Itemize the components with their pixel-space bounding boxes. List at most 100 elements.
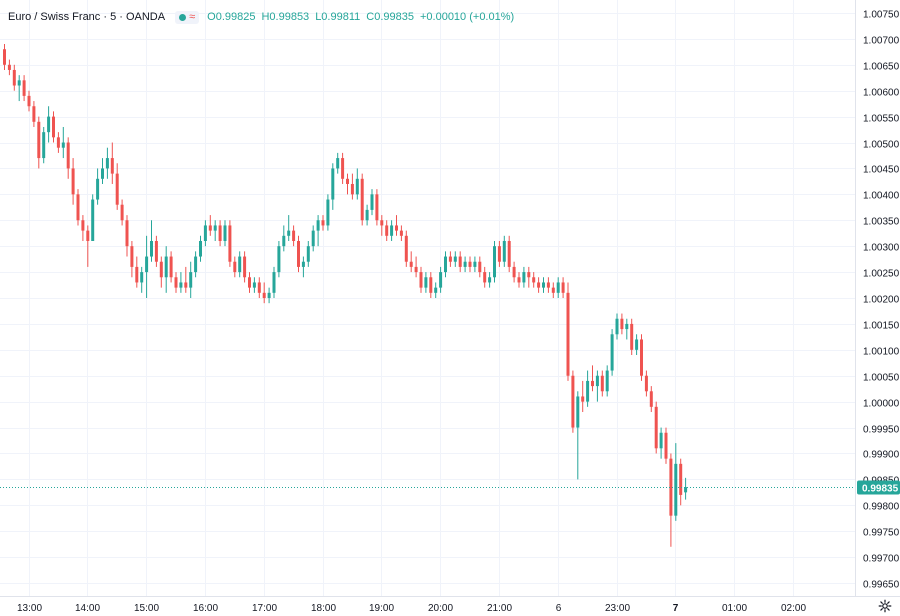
price-tick-label: 1.00750 xyxy=(863,10,900,21)
candle xyxy=(679,458,683,506)
price-tick-label: 1.00550 xyxy=(863,114,900,125)
candle xyxy=(424,272,428,293)
candle-body xyxy=(527,272,531,278)
candle xyxy=(576,391,580,480)
candle xyxy=(463,256,467,273)
candle xyxy=(595,370,599,402)
candle xyxy=(311,225,315,252)
candle xyxy=(37,116,41,169)
candle xyxy=(360,173,364,226)
time-tick-label: 15:00 xyxy=(134,603,159,614)
candle xyxy=(233,256,237,278)
candle-body xyxy=(331,168,335,200)
candle-body xyxy=(86,230,90,241)
candle xyxy=(537,277,541,293)
candle xyxy=(159,256,163,288)
candle xyxy=(189,261,193,298)
candle xyxy=(664,427,668,464)
candle xyxy=(228,220,232,267)
candle-body xyxy=(301,261,305,267)
candle xyxy=(527,266,531,288)
candle-body xyxy=(679,463,683,495)
candle xyxy=(419,266,423,293)
candle-body xyxy=(47,116,51,133)
candle-body xyxy=(512,266,516,278)
candle xyxy=(42,126,46,164)
candle-body xyxy=(306,246,310,262)
candle-body xyxy=(154,240,158,262)
time-axis[interactable]: 13:00 14:00 15:00 16:00 17:00 18:00 19:00 20:00… xyxy=(17,603,806,614)
candle xyxy=(91,194,95,241)
candle-body xyxy=(385,225,389,236)
price-tick-label: 1.00100 xyxy=(863,347,900,358)
candle xyxy=(120,199,124,226)
price-axis[interactable]: 1.00750 1.00700 1.00650 1.00600 1.00550 1.005… xyxy=(863,10,900,591)
candle xyxy=(101,158,104,184)
candle xyxy=(252,277,256,293)
candle-body xyxy=(395,225,398,231)
candle xyxy=(350,173,354,200)
candle-body xyxy=(640,339,643,376)
candle-body xyxy=(32,106,36,122)
candle-body xyxy=(243,256,247,278)
candle-body xyxy=(179,282,183,288)
price-tick-label: 0.99900 xyxy=(863,450,900,461)
candle-body xyxy=(203,225,207,241)
price-tick-label: 1.00650 xyxy=(863,62,900,73)
price-tick-label: 1.00200 xyxy=(863,295,900,306)
candle-body xyxy=(42,132,46,159)
candle xyxy=(620,313,624,335)
price-tick-label: 1.00500 xyxy=(863,140,900,151)
candle xyxy=(81,215,85,241)
candle-body xyxy=(375,194,379,221)
candle xyxy=(630,318,634,356)
candle xyxy=(610,329,614,376)
price-tick-label: 1.00350 xyxy=(863,217,900,228)
candle xyxy=(306,240,310,267)
candle xyxy=(649,386,653,413)
candle xyxy=(336,152,340,174)
candle-body xyxy=(257,282,261,293)
candle xyxy=(326,194,330,231)
candle-body xyxy=(630,323,634,350)
candle xyxy=(301,256,305,278)
candle xyxy=(355,168,359,200)
candle xyxy=(439,266,443,293)
candle-body xyxy=(586,380,590,402)
candle-body xyxy=(297,240,300,267)
candle-body xyxy=(605,370,609,392)
status-badge[interactable]: ≈ xyxy=(175,10,200,24)
time-tick-label: 13:00 xyxy=(17,603,42,614)
candle xyxy=(76,189,80,226)
candle-body xyxy=(292,230,296,241)
symbol-title[interactable]: Euro / Swiss Franc · 5 · OANDA xyxy=(8,11,166,23)
candle-body xyxy=(448,256,452,262)
candles xyxy=(3,44,688,547)
candle xyxy=(654,401,658,454)
price-tick-label: 0.99950 xyxy=(863,425,900,436)
candle-body xyxy=(488,277,492,283)
candle xyxy=(3,44,6,70)
candle-body xyxy=(473,261,477,267)
candle-body xyxy=(96,178,100,200)
candle-body xyxy=(321,220,325,226)
candle-body xyxy=(12,69,16,86)
candle-body xyxy=(595,375,599,387)
candle xyxy=(130,240,134,278)
candle xyxy=(409,251,413,273)
candle-body xyxy=(581,396,585,402)
candle-body xyxy=(233,261,237,273)
candle xyxy=(380,215,384,236)
candle xyxy=(546,277,550,293)
candle xyxy=(488,272,492,288)
candle xyxy=(581,380,585,413)
candle-body xyxy=(61,142,65,148)
candle xyxy=(125,215,129,257)
candle-body xyxy=(159,261,163,278)
candle xyxy=(154,235,158,267)
price-tick-label: 0.99650 xyxy=(863,580,900,591)
gear-icon[interactable] xyxy=(878,599,892,613)
candle xyxy=(316,215,320,247)
